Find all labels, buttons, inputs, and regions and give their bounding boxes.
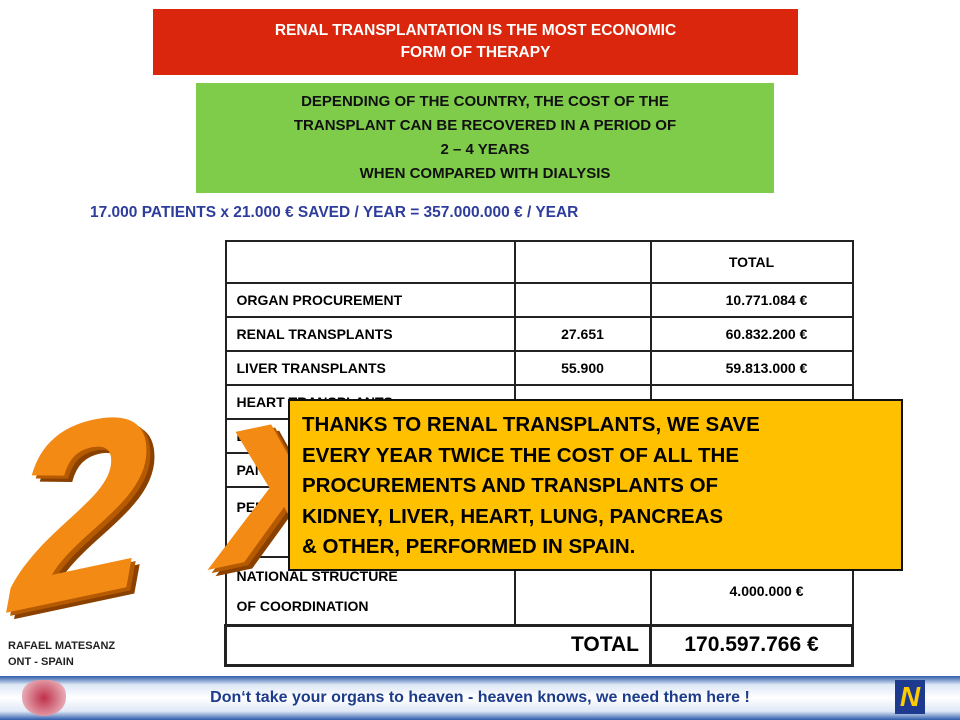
author-name: RAFAEL MATESANZ [8, 640, 116, 652]
emblem-two: 2 [10, 356, 150, 665]
table-cell: RENAL TRANSPLANTS [224, 316, 516, 352]
footer: Don‘t take your organs to heaven - heave… [0, 676, 960, 720]
savings: 17.000 PATIENTS x 21.000 € SAVED / YEAR … [90, 204, 579, 221]
table-cell: 59.813.000 € [649, 350, 854, 386]
total-label: TOTAL [224, 623, 652, 667]
note-line: DEPENDING OF THE COUNTRY, THE COST OF TH… [301, 93, 669, 110]
title-line: RENAL TRANSPLANTATION IS THE MOST ECONOM… [274, 22, 677, 39]
title-box: RENAL TRANSPLANTATION IS THE MOST ECONOM… [153, 9, 798, 75]
table-cell: ORGAN PROCUREMENT [224, 282, 516, 318]
total-value: 170.597.766 € [649, 623, 854, 667]
table-cell: LIVER TRANSPLANTS [224, 350, 516, 386]
title-line: FORM OF THERAPY [400, 44, 551, 61]
table-cell: 55.900 [513, 350, 652, 386]
author-org: ONT - SPAIN [8, 656, 74, 668]
header-cell [224, 240, 516, 284]
table-cell: 60.832.200 € [649, 316, 854, 352]
table-cell: 10.771.084 € [649, 282, 854, 318]
table-row: RENAL TRANSPLANTS 27.651 60.832.200 € [224, 316, 854, 352]
note-line: 2 – 4 YEARS [440, 141, 530, 158]
header-row: TOTAL [224, 240, 854, 284]
callout-line: & OTHER, PERFORMED IN SPAIN. [302, 535, 636, 558]
note-line: TRANSPLANT CAN BE RECOVERED IN A PERIOD … [293, 117, 677, 134]
heart-logo [22, 680, 66, 716]
callout-line: EVERY YEAR TWICE THE COST OF ALL THE [302, 443, 739, 467]
header-cell [513, 240, 652, 284]
callout-line: THANKS TO RENAL TRANSPLANTS, WE SAVE [302, 413, 760, 436]
callout-line: PROCUREMENTS AND TRANSPLANTS OF [302, 474, 719, 497]
header-cell: TOTAL [649, 240, 854, 284]
note-box: DEPENDING OF THE COUNTRY, THE COST OF TH… [196, 83, 774, 193]
total-row: TOTAL 170.597.766 € [224, 623, 854, 667]
author: RAFAEL MATESANZ ONT - SPAIN [8, 638, 115, 670]
callout-line: KIDNEY, LIVER, HEART, LUNG, PANCREAS [302, 504, 724, 528]
table-cell: 27.651 [513, 316, 652, 352]
note-line: WHEN COMPARED WITH DIALYSIS [359, 165, 611, 182]
table-cell [513, 282, 652, 318]
table-row: ORGAN PROCUREMENT 10.771.084 € [224, 282, 854, 318]
ont-logo: N [895, 680, 925, 714]
slogan: Don‘t take your organs to heaven - heave… [210, 689, 750, 706]
callout: THANKS TO RENAL TRANSPLANTS, WE SAVE EVER… [288, 399, 903, 571]
table-row: LIVER TRANSPLANTS 55.900 59.813.000 € [224, 350, 854, 386]
